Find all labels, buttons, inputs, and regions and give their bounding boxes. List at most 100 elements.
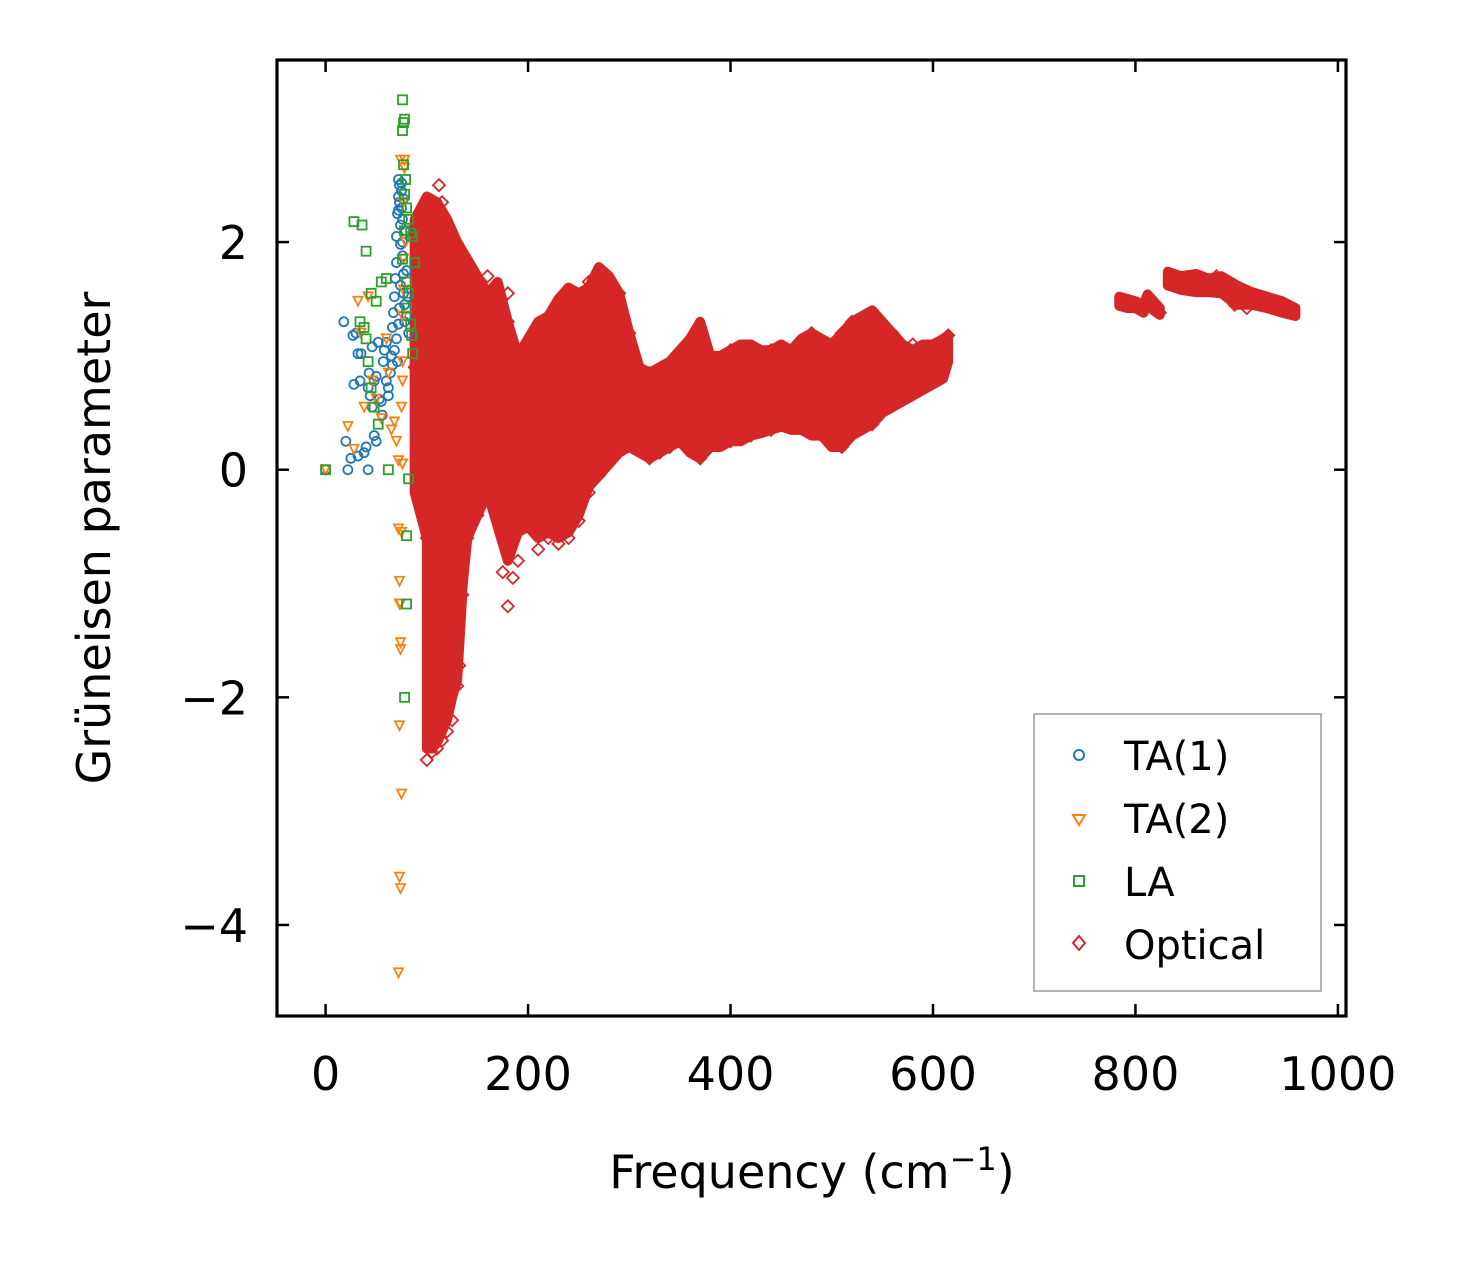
data-point-square: [397, 253, 408, 265]
data-point-diamond: [505, 570, 521, 586]
data-point-square: [401, 302, 412, 314]
data-point-circle: [370, 435, 382, 447]
data-point-diamond: [591, 468, 607, 483]
data-point-triangle-down: [397, 196, 410, 209]
data-point-diamond: [611, 286, 627, 301]
data-point-square: [356, 219, 368, 231]
data-point-diamond: [723, 342, 738, 358]
data-point-diamond: [1173, 274, 1189, 290]
data-point-triangle-down: [375, 413, 388, 426]
data-point-diamond: [1254, 291, 1270, 307]
x-tick-label: 600: [889, 1047, 977, 1101]
data-point-diamond: [419, 530, 435, 546]
data-point-diamond: [804, 422, 819, 438]
data-point-diamond: [571, 297, 586, 312]
data-point-square: [399, 225, 410, 237]
data-point-diamond: [447, 610, 463, 625]
data-point-diamond: [864, 308, 880, 324]
data-point-diamond: [1152, 305, 1168, 320]
data-point-diamond: [723, 433, 738, 449]
data-point-diamond: [1227, 297, 1242, 312]
data-point-square: [403, 287, 415, 299]
data-point-diamond: [1274, 300, 1290, 316]
data-point-triangle-down: [347, 443, 360, 456]
data-point-diamond: [561, 530, 576, 546]
data-point-diamond: [692, 320, 708, 335]
data-point-triangle-down: [355, 327, 367, 340]
data-point-diamond: [606, 445, 622, 460]
data-point-diamond: [743, 339, 759, 355]
data-point-triangle-down: [358, 401, 371, 414]
data-point-circle: [391, 257, 402, 268]
data-point-triangle-down: [392, 967, 405, 980]
data-point-diamond: [905, 382, 921, 398]
data-point-diamond: [409, 439, 424, 455]
data-point-diamond: [551, 308, 566, 324]
data-point-diamond: [510, 354, 526, 369]
data-point-square: [397, 125, 408, 136]
data-point-diamond: [905, 337, 921, 352]
data-point-diamond: [551, 536, 566, 551]
data-point-diamond: [480, 297, 495, 312]
data-point-diamond: [925, 342, 941, 358]
y-tick-label: −2: [180, 671, 248, 725]
data-point-square: [348, 216, 360, 228]
data-point-square: [399, 188, 410, 200]
data-point-square: [409, 257, 421, 268]
data-point-diamond: [844, 314, 860, 330]
data-point-diamond: [824, 337, 840, 352]
data-point-diamond: [940, 328, 956, 343]
legend-marker-la: [1073, 875, 1085, 887]
data-point-diamond: [441, 684, 457, 699]
data-point-diamond: [622, 325, 637, 341]
data-point-square: [403, 213, 415, 225]
x-tick-label: 800: [1092, 1047, 1180, 1101]
data-point-diamond: [470, 507, 485, 523]
data-point-diamond: [460, 530, 475, 546]
data-point-diamond: [541, 314, 556, 330]
data-point-square: [399, 113, 410, 125]
data-point-diamond: [460, 257, 475, 273]
data-point-square: [401, 202, 412, 214]
data-point-diamond: [1234, 286, 1250, 301]
data-point-triangle-down: [396, 356, 409, 369]
data-point-diamond: [470, 274, 485, 290]
data-point-diamond: [561, 291, 576, 307]
data-point-square: [401, 598, 412, 610]
data-point-square: [382, 464, 394, 476]
data-point-circle: [393, 204, 404, 216]
data-point-diamond: [1244, 289, 1260, 304]
data-point-diamond: [437, 665, 453, 680]
legend-marker-optical: [1071, 934, 1087, 952]
data-point-diamond: [439, 724, 455, 739]
data-point-triangle-down: [395, 788, 408, 801]
data-point-square: [406, 330, 418, 341]
data-point-square: [399, 691, 410, 703]
data-point-square: [401, 276, 412, 288]
data-point-square: [401, 530, 412, 542]
data-point-square: [397, 94, 408, 106]
x-tick-label: 400: [687, 1047, 775, 1101]
data-point-triangle-down: [380, 333, 393, 346]
y-tick-label: 0: [219, 444, 248, 498]
data-point-diamond: [672, 433, 688, 449]
data-point-triangle-down: [352, 295, 364, 308]
data-point-diamond: [424, 744, 440, 760]
data-point-triangle-down: [370, 393, 383, 406]
data-point-circle: [355, 348, 367, 360]
data-point-triangle-down: [392, 523, 405, 536]
data-point-square: [362, 356, 374, 367]
legend-entry-ta2: TA(2): [1071, 797, 1229, 843]
data-point-diamond: [834, 439, 850, 455]
data-point-diamond: [571, 513, 586, 529]
data-point-diamond: [407, 360, 422, 375]
data-point-circle: [377, 356, 389, 367]
data-point-diamond: [885, 394, 900, 409]
data-point-diamond: [1199, 278, 1214, 293]
data-point-diamond: [1285, 305, 1300, 320]
data-point-triangle-down: [341, 421, 354, 433]
data-point-square: [403, 473, 415, 485]
data-point-triangle-down: [390, 435, 403, 448]
